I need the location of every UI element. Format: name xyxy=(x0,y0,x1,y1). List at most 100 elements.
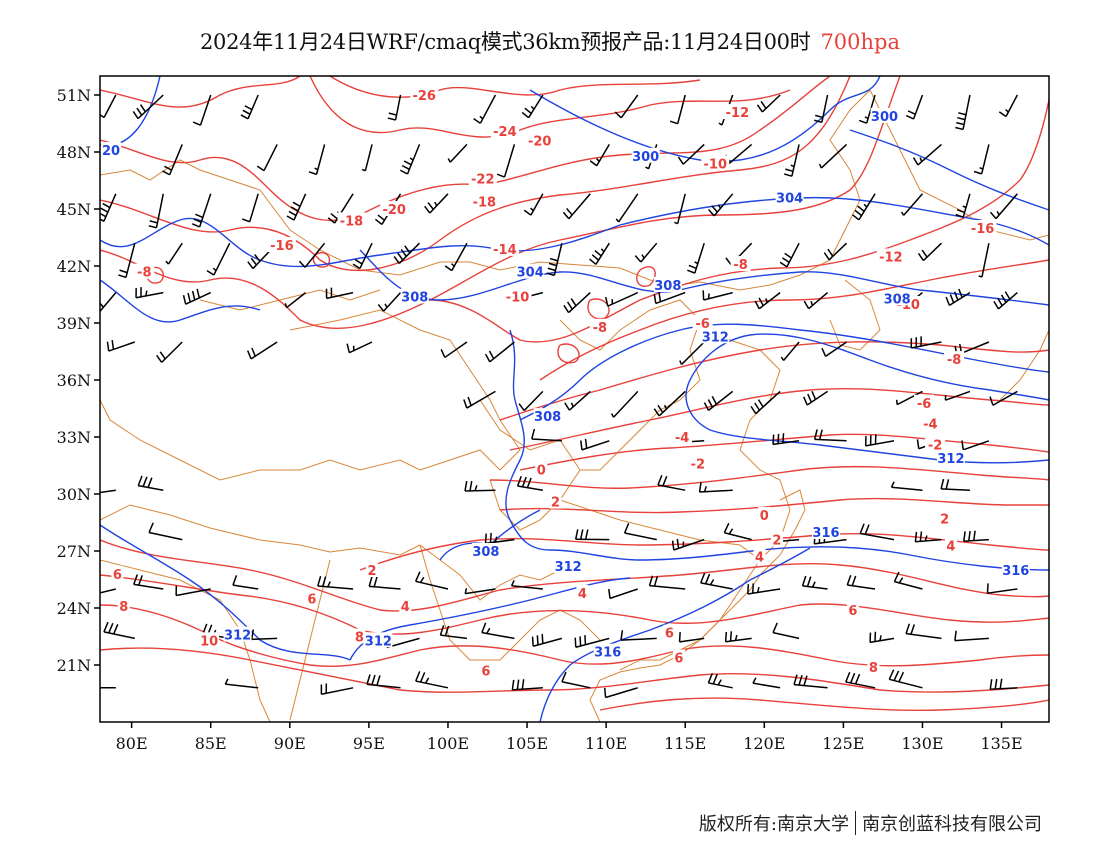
temp-label-bg xyxy=(730,256,751,272)
wind-barb xyxy=(473,94,497,124)
wind-barb xyxy=(603,687,638,699)
wind-barb xyxy=(989,678,1018,690)
height-line xyxy=(529,76,881,162)
wind-barb xyxy=(414,571,449,590)
height-label-bg xyxy=(223,626,252,642)
height-line xyxy=(539,547,811,722)
temp-label-bg xyxy=(944,351,965,367)
wind-barb xyxy=(574,529,610,541)
wind-barb xyxy=(393,242,421,264)
wind-barb xyxy=(284,292,307,309)
temp-label-bg xyxy=(672,429,693,444)
copyright-right: 南京创蓝科技有限公司 xyxy=(862,814,1042,835)
temperature-isolines xyxy=(100,76,1049,712)
temp-label-bg xyxy=(723,104,752,120)
wind-barb xyxy=(182,288,212,305)
wind-barb xyxy=(463,390,496,409)
wind-barb xyxy=(531,633,563,647)
temp-line xyxy=(599,697,1049,712)
title-main: 2024年11月24日WRF/cmaq模式36km预报产品:11月24日00时 xyxy=(199,30,811,54)
temp-label: 4 xyxy=(755,551,764,566)
wind-barb xyxy=(648,575,686,590)
temp-label-bg xyxy=(758,506,771,522)
wind-barb xyxy=(784,144,800,177)
wind-barb xyxy=(546,243,563,277)
wind-barb xyxy=(900,193,924,216)
wind-barb xyxy=(954,630,989,642)
wind-barb xyxy=(162,144,183,176)
wind-barb xyxy=(614,94,639,119)
wind-barb xyxy=(963,530,989,543)
wind-barb xyxy=(440,341,468,359)
temp-line xyxy=(519,433,1049,471)
wind-barb xyxy=(998,94,1019,118)
height-line xyxy=(689,333,1049,401)
height-line xyxy=(685,379,1049,464)
temp-label: -6 xyxy=(695,317,709,332)
height-label-bg xyxy=(400,288,429,304)
wind-barb xyxy=(653,390,686,417)
temp-label-bg xyxy=(549,493,562,509)
wind-barb xyxy=(955,193,971,218)
temp-line xyxy=(539,259,1049,381)
temp-line xyxy=(489,465,1049,489)
wind-barb xyxy=(917,242,942,262)
copyright-left: 版权所有:南京大学 xyxy=(698,814,849,835)
wind-barb xyxy=(973,144,990,175)
wind-barb xyxy=(986,583,1018,594)
lat-tick-label: 27N xyxy=(57,542,91,561)
yunnan-outline xyxy=(419,544,601,661)
wind-barb xyxy=(700,572,733,590)
temp-label-bg xyxy=(576,584,589,600)
wind-barb xyxy=(888,669,923,689)
wind-barb xyxy=(669,94,686,125)
height-label: 300 xyxy=(871,110,898,125)
height-label: 308 xyxy=(534,410,561,425)
lon-tick-label: 125E xyxy=(822,734,864,753)
temp-line xyxy=(100,604,1049,668)
wind-barb xyxy=(818,143,848,169)
wind-barb xyxy=(905,94,924,120)
wind-barb xyxy=(890,481,923,491)
temp-label: -4 xyxy=(675,431,689,446)
lat-tick-label: 42N xyxy=(57,257,91,276)
china-border-west xyxy=(100,504,561,601)
wind-barb xyxy=(325,287,354,300)
wind-barb xyxy=(148,522,183,541)
temp-label: -4 xyxy=(923,418,937,433)
temp-label-bg xyxy=(846,601,859,617)
wind-barb xyxy=(562,193,591,220)
longitude-axis: 80E 85E 90E 95E 100E 105E 110E 115E 120E 125E 130E… xyxy=(116,722,1023,753)
wind-barb xyxy=(232,575,259,590)
temp-label: -10 xyxy=(506,290,530,305)
wind-barb xyxy=(510,580,543,590)
height-label: 304 xyxy=(517,266,544,281)
height-label: 312 xyxy=(365,634,392,649)
temp-label-bg xyxy=(687,455,708,471)
wind-barb xyxy=(137,475,164,491)
temp-label-bg xyxy=(692,315,713,330)
wind-barb xyxy=(677,143,705,165)
wind-barbs xyxy=(100,94,1019,699)
temp-label-bg xyxy=(380,201,409,216)
temp-label: -16 xyxy=(270,239,294,254)
wind-barb xyxy=(802,390,828,406)
temp-label: 4 xyxy=(946,539,955,554)
wind-barb xyxy=(580,438,610,451)
wind-barb xyxy=(634,242,658,263)
temp-label: 8 xyxy=(355,631,364,646)
wind-barb xyxy=(361,144,373,172)
temp-label-bg xyxy=(199,632,220,648)
wind-barb xyxy=(955,94,971,131)
wind-barb xyxy=(444,242,468,272)
lat-tick-label: 51N xyxy=(57,86,91,105)
height-line xyxy=(100,524,351,661)
height-label-bg xyxy=(533,408,562,424)
temp-label-bg xyxy=(938,510,951,526)
temp-label: -8 xyxy=(137,266,151,281)
height-label: 304 xyxy=(776,192,803,207)
temp-line xyxy=(636,266,656,287)
height-label-bg xyxy=(936,449,965,465)
wind-barb xyxy=(869,631,895,644)
temp-label: -8 xyxy=(593,321,607,336)
